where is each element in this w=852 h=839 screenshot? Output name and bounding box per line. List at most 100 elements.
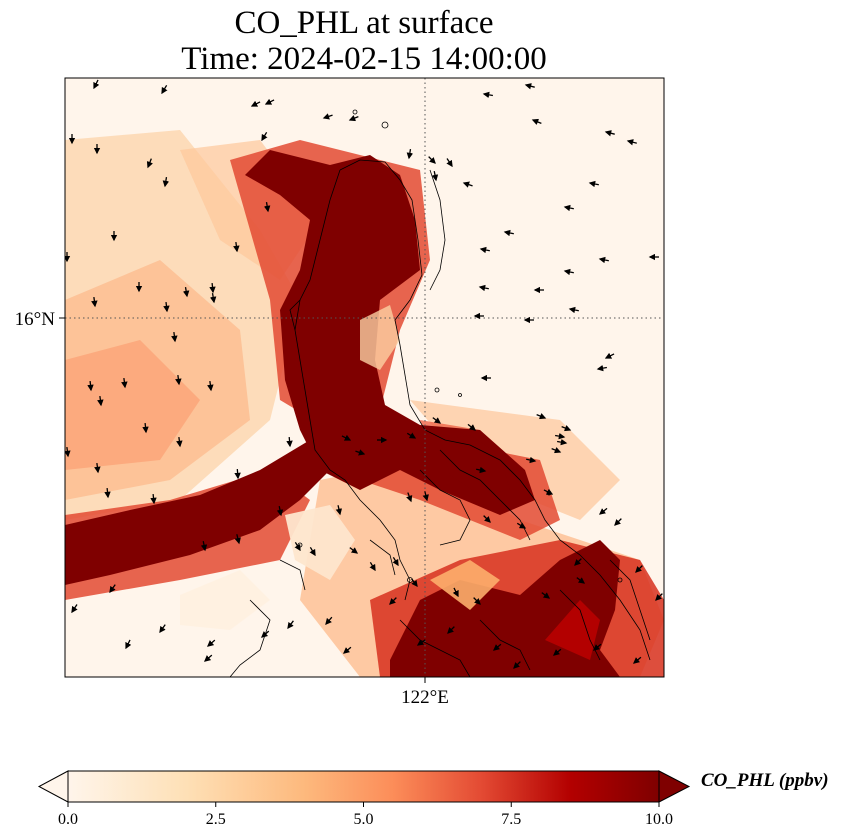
wind-arrow: [432, 417, 442, 424]
wind-arrow: [233, 241, 240, 253]
wind-arrow: [593, 643, 602, 651]
wind-arrow: [411, 578, 418, 588]
wind-arrow: [369, 561, 376, 572]
wind-arrow: [428, 156, 436, 164]
wind-arrow: [536, 413, 547, 420]
wind-arrow: [561, 425, 572, 432]
wind-arrow: [406, 432, 417, 439]
wind-arrow: [422, 491, 429, 502]
wind-arrow: [604, 130, 615, 137]
wind-arrow: [175, 374, 182, 386]
wind-arrow: [598, 256, 609, 264]
wind-arrow: [524, 83, 535, 90]
wind-arrow: [209, 282, 216, 294]
wind-arrow: [182, 287, 190, 298]
wind-arrow: [633, 656, 642, 664]
wind-arrow: [209, 293, 217, 304]
wind-arrow: [462, 181, 473, 188]
latitude-tick-label: 16°N: [15, 309, 56, 330]
colorbar-min-extend: [37, 770, 69, 803]
wind-arrow: [171, 331, 178, 343]
wind-arrow: [531, 118, 542, 125]
wind-arrow: [604, 352, 615, 359]
wind-arrow: [159, 624, 166, 634]
wind-arrow: [635, 565, 643, 573]
wind-arrow: [392, 556, 399, 567]
wind-arrow: [526, 456, 537, 464]
wind-arrow: [503, 229, 514, 237]
wind-arrow: [109, 584, 116, 594]
wind-arrow: [467, 423, 477, 431]
longitude-tick-label: 122°E: [401, 687, 449, 708]
wind-arrow: [207, 639, 216, 647]
colorbar-tick-label: 5.0: [354, 811, 374, 828]
map-frame: [64, 77, 665, 678]
wind-arrow: [97, 395, 104, 407]
wind-arrow: [261, 630, 270, 638]
wind-arrow: [476, 466, 487, 474]
wind-arrow: [479, 246, 490, 254]
colorbar: 0.0 2.5 5.0 7.5 10.0 CO_PHL (ppbv): [37, 770, 829, 828]
wind-arrow: [264, 98, 275, 105]
wind-arrow: [553, 648, 562, 656]
wind-arrow: [447, 626, 455, 634]
wind-arrow: [234, 468, 241, 480]
wind-arrow: [416, 639, 426, 646]
wind-arrow: [261, 131, 268, 142]
wind-arrow: [125, 639, 132, 650]
wind-arrow: [563, 268, 574, 276]
wind-arrow: [287, 620, 294, 630]
wind-arrow: [93, 79, 100, 90]
wind-arrow: [557, 438, 568, 446]
wind-arrow: [142, 422, 149, 434]
wind-arrow: [286, 436, 293, 448]
colorbar-max-extend: [658, 770, 691, 803]
wind-arrow: [91, 296, 98, 308]
wind-arrow: [176, 436, 183, 448]
colorbar-tick-label: 7.5: [501, 811, 521, 828]
wind-arrow: [406, 149, 414, 160]
wind-arrow: [349, 547, 359, 554]
wind-arrow: [104, 487, 111, 499]
wind-arrow: [513, 661, 521, 669]
colorbar-gradient: [68, 771, 659, 802]
wind-arrow: [294, 541, 301, 552]
map-title-line1: CO_PHL at surface: [234, 5, 494, 41]
wind-arrow: [574, 558, 582, 566]
wind-arrow: [473, 597, 481, 605]
wind-arrow: [207, 380, 214, 392]
wind-arrow: [555, 432, 566, 440]
wind-arrow: [655, 593, 663, 601]
wind-arrow: [71, 604, 78, 614]
coastline: [229, 109, 651, 677]
wind-arrow: [431, 171, 439, 182]
wind-arrow: [483, 515, 491, 523]
wind-arrow: [234, 534, 241, 545]
wind-arrow: [493, 643, 502, 651]
gridlines: [65, 78, 664, 677]
wind-arrow: [563, 204, 574, 212]
wind-arrow: [276, 506, 284, 517]
wind-arrow: [596, 364, 607, 372]
wind-arrow: [65, 446, 71, 458]
wind-vectors: [65, 79, 663, 669]
wind-arrow: [588, 180, 599, 188]
wind-arrow: [343, 646, 352, 654]
wind-arrow: [576, 577, 586, 584]
wind-arrow: [163, 301, 170, 313]
wind-arrow: [482, 91, 493, 99]
wind-arrow: [598, 507, 608, 515]
wind-arrow: [446, 158, 453, 168]
wind-arrow: [406, 492, 413, 503]
wind-arrow: [309, 546, 316, 557]
wind-arrow: [478, 284, 489, 292]
wind-arrow: [162, 177, 170, 188]
wind-arrow: [150, 493, 157, 505]
wind-arrow: [146, 158, 153, 169]
wind-arrow: [348, 115, 359, 122]
wind-arrow: [614, 518, 622, 526]
wind-arrow: [541, 592, 551, 599]
colorbar-tick-label: 2.5: [206, 811, 226, 828]
colorbar-title: CO_PHL (ppbv): [701, 770, 829, 791]
